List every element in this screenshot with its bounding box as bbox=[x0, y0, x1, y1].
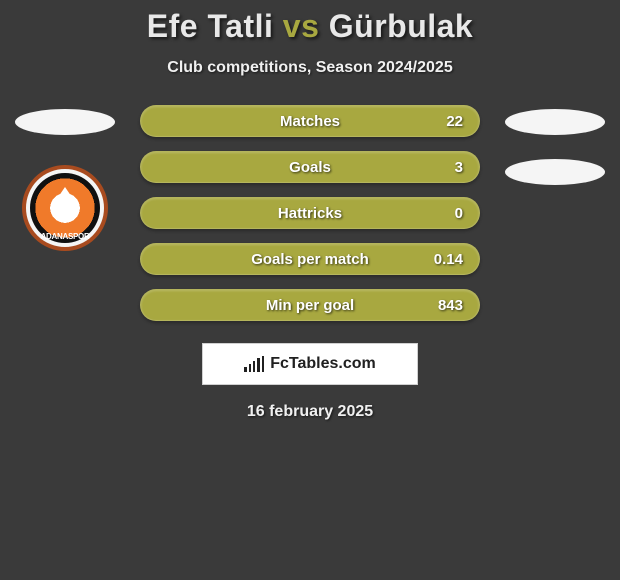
branding-icon-bar bbox=[257, 358, 259, 372]
stat-label: Min per goal bbox=[197, 297, 423, 314]
stat-bar: Goals3 bbox=[140, 151, 480, 183]
right-oval-1 bbox=[505, 109, 605, 135]
stat-bar: Hattricks0 bbox=[140, 197, 480, 229]
player1-name: Efe Tatli bbox=[147, 8, 274, 44]
branding-icon-bar bbox=[249, 364, 251, 372]
stat-value-right: 0 bbox=[423, 205, 463, 222]
stat-label: Goals bbox=[197, 159, 423, 176]
stat-bar: Min per goal843 bbox=[140, 289, 480, 321]
stat-value-right: 843 bbox=[423, 297, 463, 314]
date-text: 16 february 2025 bbox=[0, 403, 620, 421]
branding-box: FcTables.com bbox=[202, 343, 418, 385]
stat-value-right: 22 bbox=[423, 113, 463, 130]
stat-label: Matches bbox=[197, 113, 423, 130]
branding-icon-bar bbox=[262, 356, 264, 372]
comparison-title: Efe Tatli vs Gürbulak bbox=[0, 8, 620, 45]
right-column bbox=[500, 105, 610, 185]
stat-value-right: 3 bbox=[423, 159, 463, 176]
stat-value-right: 0.14 bbox=[423, 251, 463, 268]
vs-text: vs bbox=[283, 8, 320, 44]
branding-icon-bar bbox=[253, 361, 255, 372]
player2-name: Gürbulak bbox=[329, 8, 473, 44]
right-oval-2 bbox=[505, 159, 605, 185]
left-column: ADANASPOR bbox=[10, 105, 120, 251]
branding-text: FcTables.com bbox=[270, 355, 376, 373]
stat-bars: Matches22 Goals3 Hattricks0 Goals per match… bbox=[140, 105, 480, 321]
main-row: ADANASPOR Matches22 Goals3 Hattricks0 Goals… bbox=[0, 105, 620, 321]
subtitle: Club competitions, Season 2024/2025 bbox=[0, 59, 620, 77]
stat-label: Goals per match bbox=[197, 251, 423, 268]
branding-icon-bar bbox=[244, 367, 246, 372]
stat-bar: Goals per match0.14 bbox=[140, 243, 480, 275]
club-logo-text: ADANASPOR bbox=[26, 232, 104, 241]
club-logo-left: ADANASPOR bbox=[22, 165, 108, 251]
left-oval-1 bbox=[15, 109, 115, 135]
stat-label: Hattricks bbox=[197, 205, 423, 222]
stat-bar: Matches22 bbox=[140, 105, 480, 137]
branding-bars-icon bbox=[244, 356, 264, 372]
